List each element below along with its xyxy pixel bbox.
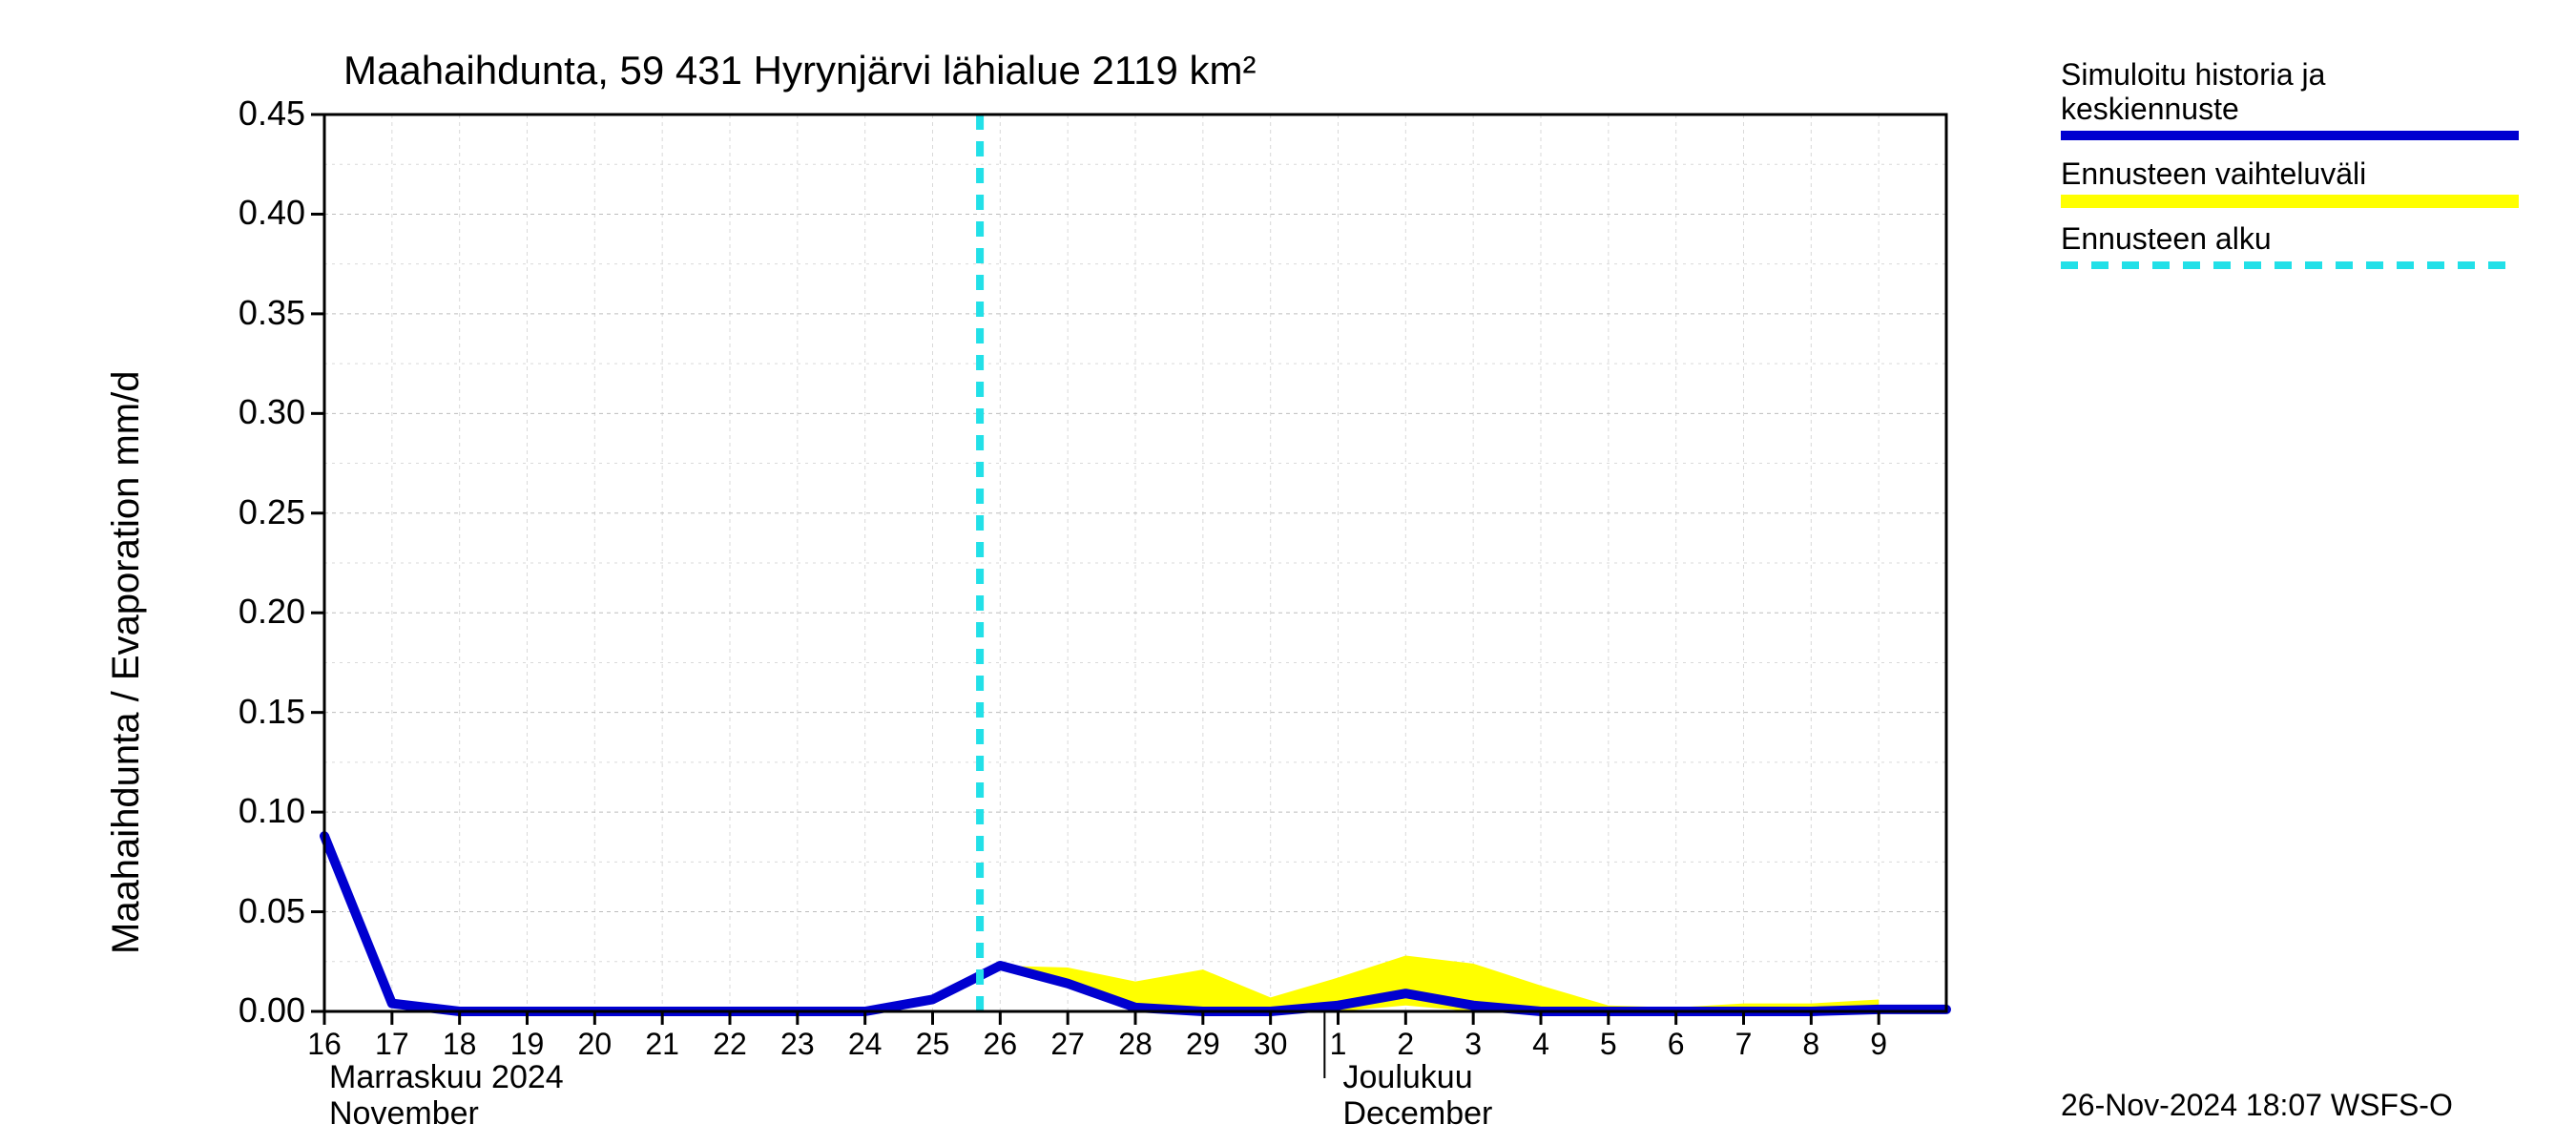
x-tick-label: 2 [1381, 1027, 1429, 1062]
y-tick-label: 0.05 [153, 891, 305, 931]
y-tick-label: 0.35 [153, 293, 305, 333]
x-tick-label: 17 [368, 1027, 416, 1062]
x-tick-label: 25 [909, 1027, 957, 1062]
x-tick-label: 9 [1855, 1027, 1902, 1062]
y-tick-label: 0.20 [153, 592, 305, 632]
y-tick-label: 0.30 [153, 392, 305, 432]
month2-en: December [1343, 1095, 1493, 1133]
x-tick-label: 26 [976, 1027, 1024, 1062]
x-tick-label: 21 [638, 1027, 686, 1062]
y-tick-label: 0.25 [153, 492, 305, 532]
x-tick-label: 30 [1247, 1027, 1295, 1062]
y-tick-label: 0.15 [153, 692, 305, 732]
x-tick-label: 28 [1111, 1027, 1159, 1062]
legend-swatch-band [2061, 195, 2519, 208]
legend-item-label: keskiennuste [2061, 92, 2239, 127]
x-tick-label: 22 [706, 1027, 754, 1062]
x-tick-label: 4 [1517, 1027, 1565, 1062]
x-tick-label: 20 [571, 1027, 618, 1062]
legend-item-label: Simuloitu historia ja [2061, 57, 2325, 93]
x-tick-label: 23 [774, 1027, 821, 1062]
x-tick-label: 29 [1179, 1027, 1227, 1062]
month1-en: November [329, 1095, 479, 1133]
month2-fi: Joulukuu [1343, 1059, 1473, 1096]
x-tick-label: 3 [1449, 1027, 1497, 1062]
x-tick-label: 7 [1720, 1027, 1768, 1062]
y-tick-label: 0.40 [153, 193, 305, 233]
x-tick-label: 6 [1652, 1027, 1700, 1062]
x-tick-label: 19 [504, 1027, 551, 1062]
footer-timestamp: 26-Nov-2024 18:07 WSFS-O [2061, 1088, 2453, 1123]
x-tick-label: 8 [1787, 1027, 1835, 1062]
x-tick-label: 24 [841, 1027, 889, 1062]
x-tick-label: 27 [1044, 1027, 1091, 1062]
y-tick-label: 0.10 [153, 791, 305, 831]
legend-item-label: Ennusteen vaihteluväli [2061, 156, 2366, 192]
x-tick-label: 5 [1585, 1027, 1632, 1062]
chart-container: { "chart": { "type": "line-with-band", "… [0, 0, 2576, 1145]
y-tick-label: 0.00 [153, 990, 305, 1030]
x-tick-label: 18 [436, 1027, 484, 1062]
legend-item-label: Ennusteen alku [2061, 221, 2272, 257]
y-tick-label: 0.45 [153, 94, 305, 134]
x-tick-label: 16 [301, 1027, 348, 1062]
x-tick-label: 1 [1315, 1027, 1362, 1062]
month1-fi: Marraskuu 2024 [329, 1059, 564, 1096]
